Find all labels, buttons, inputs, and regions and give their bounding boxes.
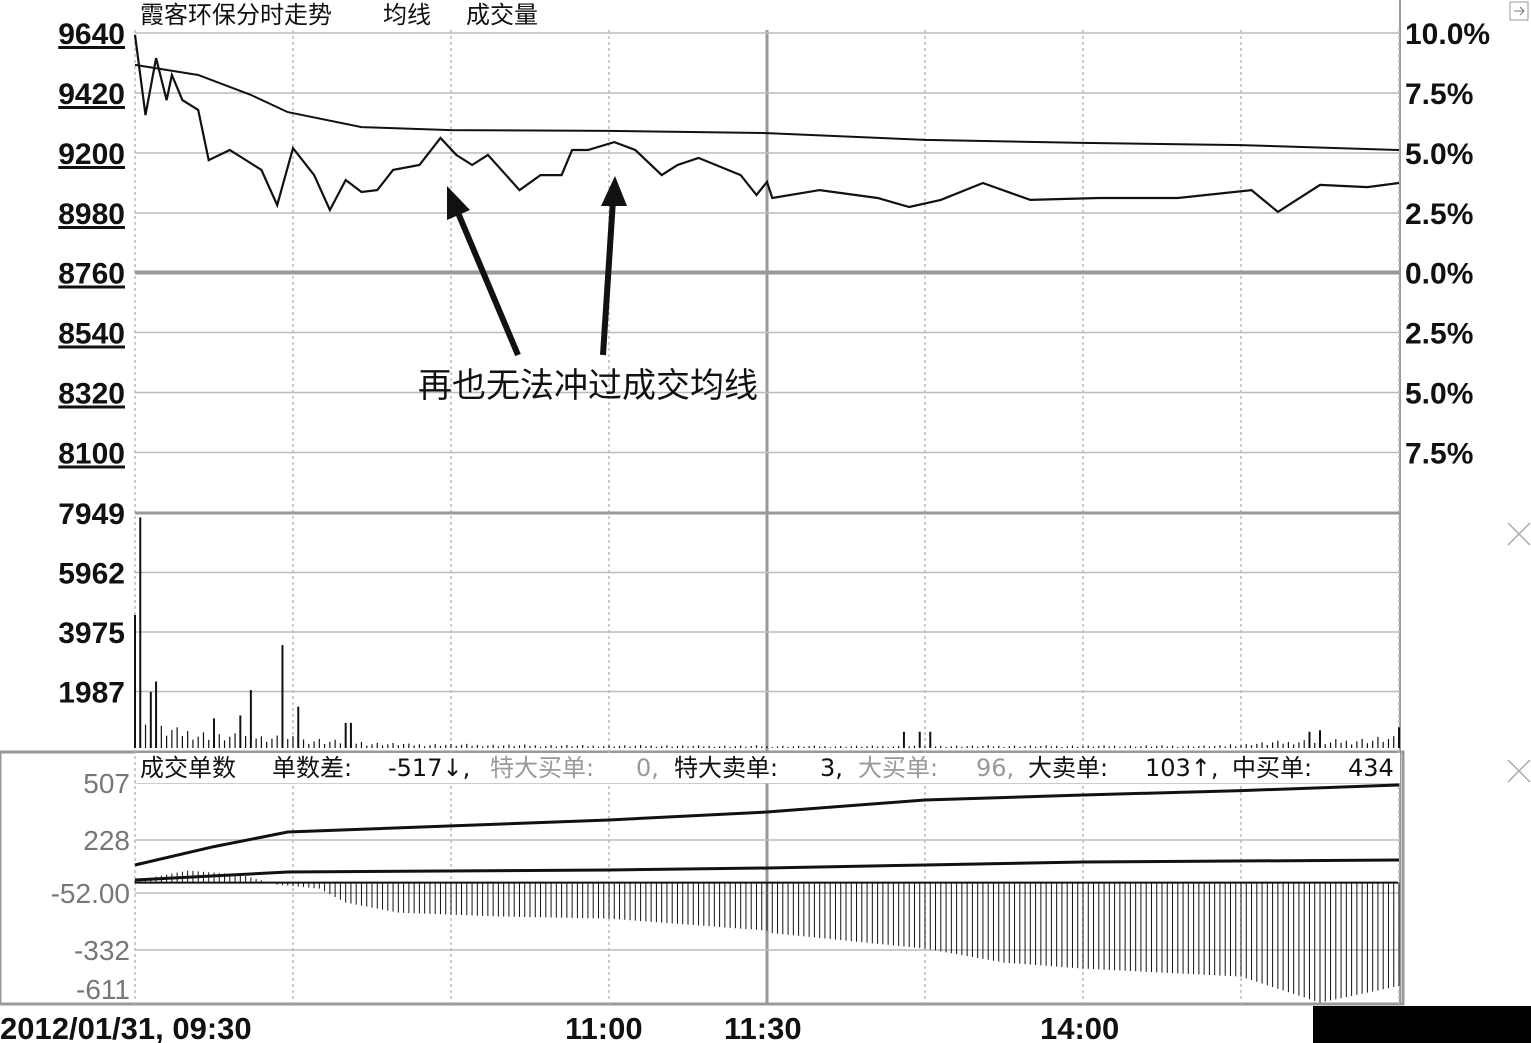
- price-tick-label: 8980: [58, 198, 125, 231]
- x-axis-label-1400: 14:00: [1040, 1011, 1119, 1043]
- price-tick-label: 9640: [58, 18, 125, 51]
- indicator-axis: 507 228 -52.00 -332 -611: [51, 768, 130, 1005]
- price-line: [133, 34, 1400, 214]
- volume-tick-label: 5962: [58, 558, 125, 591]
- percent-tick-label: 5.0%: [1405, 378, 1473, 411]
- indicator-header-bg: [136, 753, 1400, 783]
- x-axis-label-1130: 11:30: [724, 1011, 802, 1043]
- price-tick-label: 9200: [58, 138, 125, 171]
- status-block: [1313, 1006, 1531, 1043]
- chart-title: 霞客环保分时走势: [140, 1, 332, 29]
- m-buy-value: 434: [1348, 754, 1394, 782]
- volume-bars: [134, 517, 1400, 748]
- price-tick-label: 8760: [58, 258, 125, 291]
- lower-line: [134, 858, 1400, 882]
- volume-tick-label: 7949: [58, 498, 125, 531]
- upper-line: [134, 783, 1400, 867]
- indicator-tick-label: 507: [83, 768, 130, 799]
- indicator-frame: [0, 750, 1405, 1006]
- percent-axis-right: 10.0% 7.5% 5.0% 2.5% 0.0% 2.5% 5.0% 7.5%: [1405, 18, 1490, 471]
- xl-buy-value: 0,: [636, 754, 659, 782]
- xl-sell-label: 特大卖单:: [674, 754, 778, 782]
- diff-label: 单数差:: [272, 754, 352, 782]
- volume-label: 成交量: [466, 1, 538, 29]
- x-axis-start-label: 2012/01/31, 09:30: [0, 1011, 252, 1043]
- diff-value: -517↓,: [388, 754, 470, 782]
- percent-tick-label: 7.5%: [1405, 438, 1473, 471]
- percent-tick-label: 0.0%: [1405, 258, 1473, 291]
- indicator-tick-label: -52.00: [51, 878, 130, 909]
- xl-sell-value: 3,: [820, 754, 843, 782]
- indicator-tick-label: -611: [76, 974, 130, 1005]
- l-buy-value: 96,: [976, 754, 1014, 782]
- price-tick-label: 9420: [58, 78, 125, 111]
- annotation-arrow-2: [600, 176, 627, 356]
- price-tick-label: 8320: [58, 378, 125, 411]
- avg-line-label: 均线: [383, 1, 431, 29]
- avg-price-line: [134, 63, 1400, 151]
- percent-tick-label: 2.5%: [1405, 198, 1473, 231]
- indicator-bars: [134, 870, 1400, 1003]
- indicator-tick-label: -332: [74, 935, 130, 966]
- l-buy-label: 大买单:: [858, 754, 938, 782]
- volume-axis: 7949 5962 3975 1987: [58, 498, 125, 710]
- price-axis-left: 9640 9420 9200 8980 8760 8540 8320 8100: [58, 18, 125, 471]
- annotation-text: 再也无法冲过成交均线: [418, 366, 758, 406]
- close-icon-indicator[interactable]: [1507, 759, 1531, 783]
- indicator-header: 成交单数 单数差: -517↓, 特大买单: 0, 特大卖单: 3, 大买单: …: [140, 754, 1394, 782]
- restore-icon[interactable]: [1509, 1, 1529, 21]
- grid: [0, 0, 1405, 1006]
- close-icon-volume[interactable]: [1507, 522, 1531, 546]
- percent-tick-label: 10.0%: [1405, 18, 1490, 51]
- indicator-tick-label: 228: [83, 825, 130, 856]
- lines: [133, 34, 1400, 882]
- indicator-name: 成交单数: [140, 754, 236, 782]
- price-tick-label: 8100: [58, 438, 125, 471]
- volume-tick-label: 3975: [58, 617, 125, 650]
- chart-title-row: 霞客环保分时走势 均线 成交量: [140, 1, 538, 29]
- annotation-arrow-1: [447, 186, 521, 357]
- price-tick-label: 8540: [58, 318, 125, 351]
- l-sell-value: 103↑,: [1145, 754, 1219, 782]
- xl-buy-label: 特大买单:: [490, 754, 594, 782]
- percent-tick-label: 5.0%: [1405, 138, 1473, 171]
- m-buy-label: 中买单:: [1232, 754, 1312, 782]
- l-sell-label: 大卖单:: [1028, 754, 1108, 782]
- percent-tick-label: 7.5%: [1405, 78, 1473, 111]
- x-axis-label-1100: 11:00: [565, 1011, 643, 1043]
- percent-tick-label: 2.5%: [1405, 318, 1473, 351]
- volume-tick-label: 1987: [58, 677, 125, 710]
